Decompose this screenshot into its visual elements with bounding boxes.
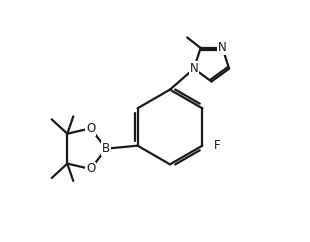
Text: B: B [102,142,110,155]
Text: N: N [189,62,198,75]
Text: F: F [214,139,220,152]
Text: O: O [86,162,95,175]
Text: N: N [218,41,227,54]
Text: O: O [86,122,95,135]
